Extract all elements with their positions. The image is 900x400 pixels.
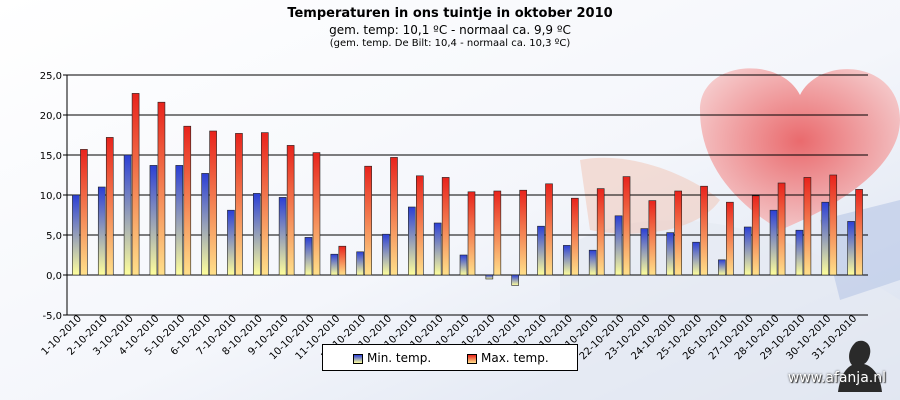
legend-item-max: Max. temp.	[467, 351, 549, 365]
bar-min	[795, 229, 804, 276]
bar-min	[72, 194, 80, 276]
legend-swatch-max	[467, 353, 477, 364]
bar-max	[338, 245, 347, 276]
bar-min	[769, 209, 778, 276]
bar-min	[304, 237, 313, 276]
bar-max	[416, 175, 424, 276]
bar-min	[408, 206, 416, 276]
bar-max	[571, 197, 579, 276]
legend-item-min: Min. temp.	[353, 351, 431, 365]
bar-max	[209, 130, 217, 276]
person-silhouette-icon	[838, 340, 882, 392]
bar-max	[286, 145, 295, 276]
bar-min	[563, 245, 571, 276]
bar-min	[227, 209, 235, 276]
bar-max	[726, 201, 734, 276]
chart-subtitle: gem. temp: 10,1 ºC - normaal ca. 9,9 ºC	[329, 23, 571, 37]
bar-max	[493, 190, 502, 276]
bar-max	[467, 191, 476, 276]
y-tick-label: 10,0	[40, 191, 62, 202]
bar-max	[235, 133, 243, 276]
bar-min	[252, 193, 261, 276]
bar-max	[855, 189, 863, 276]
bar-max	[157, 101, 166, 276]
bar-max	[390, 157, 398, 276]
bar-max	[183, 125, 192, 276]
bar-min	[433, 222, 442, 276]
bar-min	[640, 228, 649, 276]
bar-max	[312, 152, 321, 276]
bar-min	[537, 225, 545, 276]
legend-label-min: Min. temp.	[367, 351, 432, 365]
y-tick-label: 25,0	[40, 71, 62, 82]
bar-min	[588, 249, 597, 276]
bar-min	[485, 274, 494, 280]
bar-max	[260, 132, 269, 276]
chart-subtitle-debilt: (gem. temp. De Bilt: 10,4 - normaal ca. …	[329, 38, 571, 49]
bar-min	[847, 221, 855, 276]
y-tick-label: 15,0	[40, 151, 62, 162]
bar-min	[330, 253, 339, 276]
bar-min	[718, 259, 726, 276]
bar-max	[441, 177, 450, 276]
bar-max	[105, 137, 114, 276]
watermark: www.afanja.nl	[787, 370, 886, 386]
bar-max	[364, 165, 372, 276]
chart-title: Temperaturen in ons tuintje in oktober 2…	[287, 6, 613, 21]
bar-max	[700, 185, 708, 276]
bar-max	[803, 177, 812, 276]
bar-min	[614, 215, 623, 276]
bar-max	[777, 182, 786, 276]
y-tick-label: -5,0	[42, 311, 62, 322]
y-tick-label: 5,0	[46, 231, 62, 242]
y-tick-label: 0,0	[46, 271, 62, 282]
bar-min	[459, 254, 468, 276]
bar-max	[674, 190, 683, 276]
y-tick-label: 20,0	[40, 111, 62, 122]
bar-max	[596, 188, 605, 276]
bar-min	[175, 165, 184, 276]
bar-min	[97, 186, 106, 276]
bar-max	[131, 93, 140, 276]
bar-min	[511, 274, 519, 286]
bar-max	[829, 174, 838, 276]
bar-min	[821, 201, 830, 276]
legend: Min. temp. Max. temp.	[322, 344, 578, 371]
bar-min	[123, 154, 132, 276]
bar-min	[692, 241, 700, 276]
bar-min	[278, 197, 287, 276]
bar-max	[648, 200, 657, 276]
bar-max	[622, 176, 631, 276]
legend-label-max: Max. temp.	[481, 351, 549, 365]
bar-min	[356, 251, 364, 276]
bar-min	[666, 232, 675, 276]
bar-max	[545, 183, 553, 276]
bar-min	[201, 173, 209, 276]
bar-min	[149, 165, 158, 276]
legend-swatch-min	[353, 353, 363, 364]
bar-max	[80, 149, 88, 276]
bar-min	[743, 226, 752, 276]
bar-max	[751, 195, 760, 276]
bar-max	[519, 189, 527, 276]
bar-min	[382, 233, 390, 276]
